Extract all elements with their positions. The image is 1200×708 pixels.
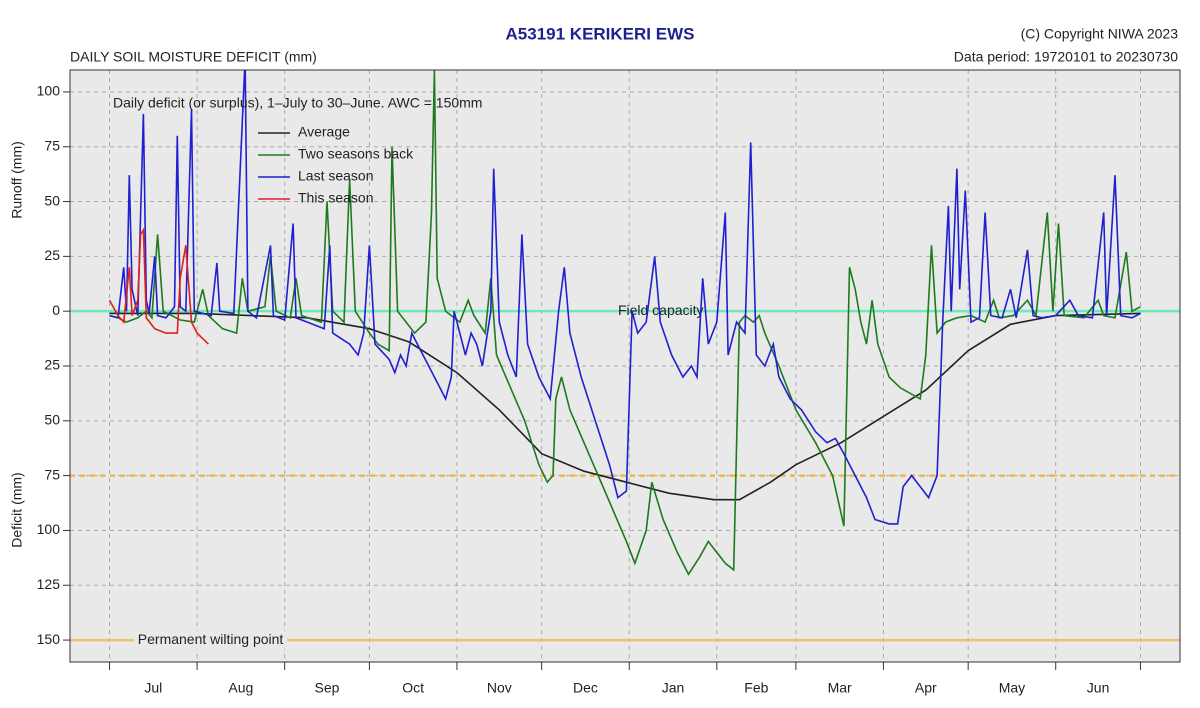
y-tick-label: 50 [44,192,60,208]
legend-label: Average [298,124,350,140]
reference-label: Permanent wilting point [138,631,284,647]
legend-label: This season [298,190,373,206]
x-tick-label: Jul [144,680,162,696]
series-line [108,227,209,345]
chart-title: A53191 KERIKERI EWS [506,24,695,43]
label-background [133,631,288,650]
x-tick-label: Mar [828,680,852,696]
y-tick-label: 50 [44,412,60,428]
x-tick-label: May [999,680,1025,696]
y-tick-label: 25 [44,247,60,263]
y-tick-label: 100 [37,521,61,537]
annotation: Daily deficit (or surplus), 1–July to 30… [113,95,482,111]
reference-label: Field capacity [618,302,704,318]
copyright: (C) Copyright NIWA 2023 [1021,26,1179,42]
y-axis-label: Runoff (mm) [9,141,25,219]
legend-label: Two seasons back [298,146,414,162]
x-tick-label: Aug [228,680,253,696]
legend-label: Last season [298,168,374,184]
x-tick-label: Dec [573,680,598,696]
x-tick-label: Jun [1087,680,1110,696]
y-axis-label: Deficit (mm) [9,472,25,547]
x-tick-label: Sep [315,680,340,696]
x-tick-label: Oct [402,680,424,696]
y-tick-label: 75 [44,137,60,153]
y-tick-label: 100 [37,83,61,99]
plot-frame [69,69,1181,663]
x-tick-label: Jan [662,680,685,696]
chart-subtitle: DAILY SOIL MOISTURE DEFICIT (mm) [70,49,317,65]
y-tick-label: 25 [44,357,60,373]
x-tick-label: Apr [915,680,937,696]
x-tick-label: Feb [744,680,768,696]
series-line [109,70,1141,525]
y-tick-label: 0 [52,302,60,318]
y-tick-label: 125 [37,576,61,592]
y-tick-label: 150 [37,631,61,647]
x-tick-label: Nov [487,680,512,696]
y-tick-label: 75 [44,466,60,482]
data-period: Data period: 19720101 to 20230730 [954,49,1178,65]
